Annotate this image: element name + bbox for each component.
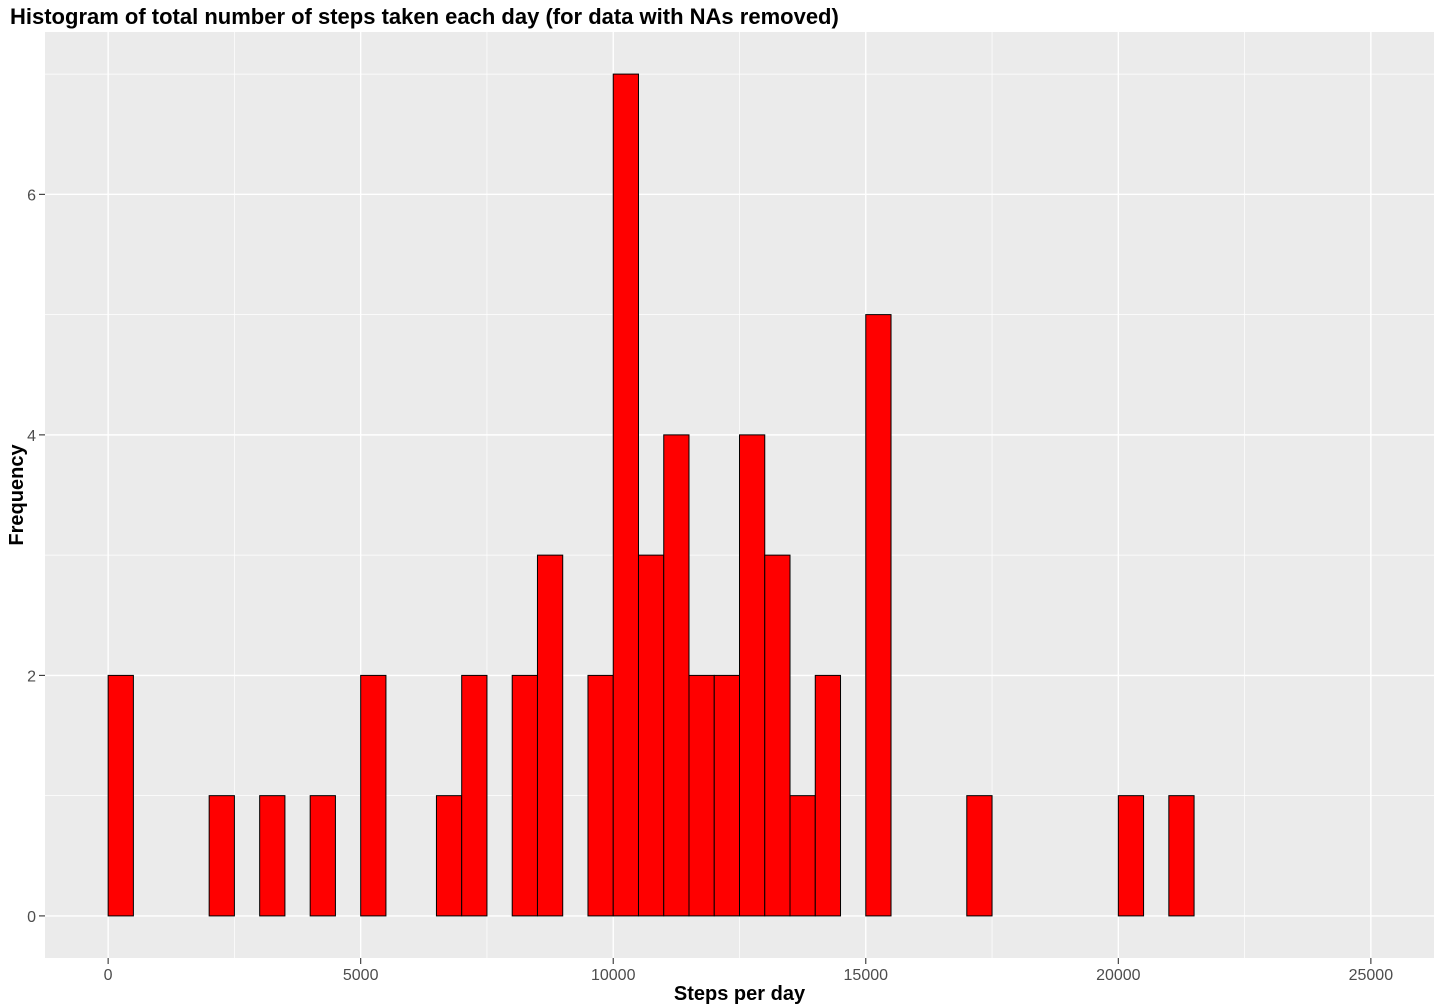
chart-title: Histogram of total number of steps taken…: [10, 4, 839, 29]
y-axis-title: Frequency: [6, 444, 28, 546]
histogram-bar: [789, 795, 816, 917]
x-tick-label: 20000: [1096, 967, 1141, 984]
histogram-bar: [713, 674, 741, 917]
histogram-bar: [360, 674, 387, 917]
histogram-bar: [461, 674, 488, 917]
x-axis-title: Steps per day: [674, 983, 806, 1005]
histogram-bar: [435, 795, 463, 917]
x-tick-label: 25000: [1349, 967, 1394, 984]
histogram-bar: [966, 795, 993, 917]
histogram-bar: [637, 554, 665, 917]
histogram-bar: [511, 674, 538, 917]
y-tick-label: 4: [27, 428, 36, 445]
histogram-bar: [587, 674, 614, 917]
x-axis-ticks: 0 5000 10000 15000 20000 25000: [104, 958, 1394, 984]
histogram-bar: [865, 314, 892, 917]
histogram-bar: [107, 674, 134, 917]
bars: [107, 73, 1195, 917]
histogram-bar: [612, 73, 639, 917]
histogram-bar: [814, 674, 842, 917]
histogram-bar: [309, 795, 336, 917]
histogram-bar: [1117, 795, 1145, 917]
y-axis-ticks: 0 2 4 6: [27, 187, 45, 926]
histogram-bar: [536, 554, 564, 917]
y-tick-label: 2: [27, 668, 36, 685]
x-tick-label: 0: [104, 967, 113, 984]
x-tick-label: 5000: [343, 967, 379, 984]
histogram-bar: [208, 795, 235, 917]
histogram-bar: [688, 674, 715, 917]
histogram-bar: [1168, 795, 1195, 917]
histogram-bar: [739, 434, 766, 917]
x-tick-label: 15000: [844, 967, 889, 984]
histogram-bar: [259, 795, 286, 917]
y-tick-label: 6: [27, 187, 36, 204]
histogram-bar: [764, 554, 791, 917]
x-tick-label: 10000: [591, 967, 636, 984]
y-tick-label: 0: [27, 909, 36, 926]
histogram-bar: [663, 434, 690, 917]
